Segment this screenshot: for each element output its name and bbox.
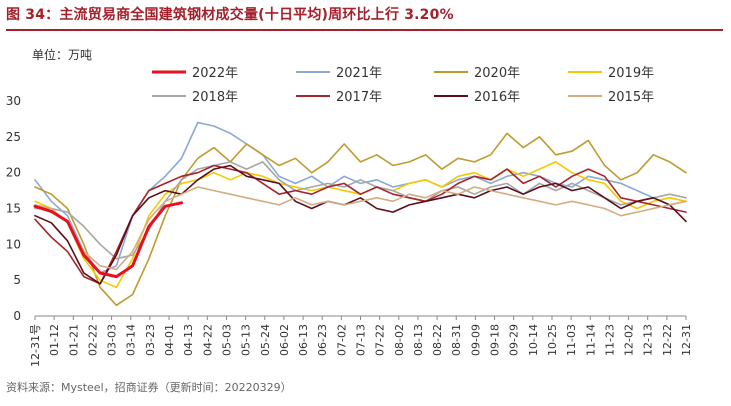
x-tick-label: 04-01 [163,324,176,356]
x-tick-label: 02-22 [86,324,99,356]
x-tick-label: 04-13 [182,324,195,356]
x-tick-label: 05-13 [240,324,253,356]
x-tick-label: 12-02 [623,324,636,356]
x-tick-label: 01-12 [48,324,61,356]
series-line-2017 [34,164,687,285]
legend-label: 2015年 [608,90,654,105]
x-tick-label: 03-23 [144,324,157,356]
x-tick-label: 12-13 [642,324,655,356]
legend-label: 2021年 [336,66,382,81]
x-tick-label: 05-24 [259,324,272,356]
x-tick-label: 04-22 [201,324,214,356]
y-tick-label: 30 [6,94,21,108]
y-tick-label: 10 [6,237,21,251]
y-axis: 0 5 10 15 20 25 30 [6,94,21,323]
series-lines [33,121,687,307]
legend-label: 2017年 [336,90,382,105]
x-tick-label: 08-22 [431,324,444,356]
series-line-2019 [34,161,687,289]
y-tick-label: 20 [6,166,21,180]
x-tick-label: 03-03 [106,324,119,356]
x-tick-label: 05-03 [220,324,233,356]
legend-label: 2018年 [192,90,238,105]
x-tick-label: 08-31 [450,324,463,356]
x-axis: 12-31号 01-12 01-21 02-22 03-03 03-14 03-23 04-0… [29,315,693,367]
x-tick-label: 11-23 [603,324,616,356]
source-note: 资料来源：Mysteel，招商证券（更新时间：20220329） [6,381,292,394]
series-line-2020 [34,132,687,307]
x-tick-label: 01-21 [67,324,80,356]
x-tick-label: 09-09 [469,324,482,356]
y-tick-label: 0 [13,309,21,323]
x-tick-label: 12-22 [661,324,674,356]
legend-label: 2020年 [474,66,520,81]
series-line-2022 [33,201,183,279]
title-divider [6,29,723,31]
figure-title: 图 34：主流贸易商全国建筑钢材成交量(十日平均)周环比上行 3.20% [6,7,454,23]
y-tick-label: 5 [13,273,21,287]
x-tick-label: 09-18 [489,324,502,356]
x-tick-label: 08-13 [412,324,425,356]
legend: 2022年 2021年 2020年 2019年 2018年 2017年 2016年 2015年 [152,66,654,105]
x-tick-label: 07-22 [374,324,387,356]
x-tick-label: 09-29 [508,324,521,356]
x-tick-label: 08-02 [393,324,406,356]
x-tick-label: 10-25 [546,324,559,356]
x-tick-label: 03-14 [125,324,138,356]
x-tick-label: 06-23 [316,324,329,356]
series-line-2016 [34,164,687,285]
x-tick-label: 06-13 [297,324,310,356]
x-tick-label: 12-31 [680,324,693,356]
x-tick-label: 11-14 [584,324,597,356]
x-tick-label: 11-03 [565,324,578,356]
series-line-2015 [34,186,687,271]
unit-label: 单位：万吨 [32,48,93,62]
x-tick-label: 07-13 [355,324,368,356]
legend-label: 2016年 [474,90,520,105]
legend-label: 2022年 [192,66,238,81]
x-tick-label: 07-02 [335,324,348,356]
legend-label: 2019年 [608,66,654,81]
x-tick-label: 10-14 [527,324,540,356]
y-tick-label: 25 [6,130,21,144]
y-tick-label: 15 [6,202,21,216]
x-tick-label: 06-02 [278,324,291,356]
x-tick-label: 12-31号 [29,324,42,367]
